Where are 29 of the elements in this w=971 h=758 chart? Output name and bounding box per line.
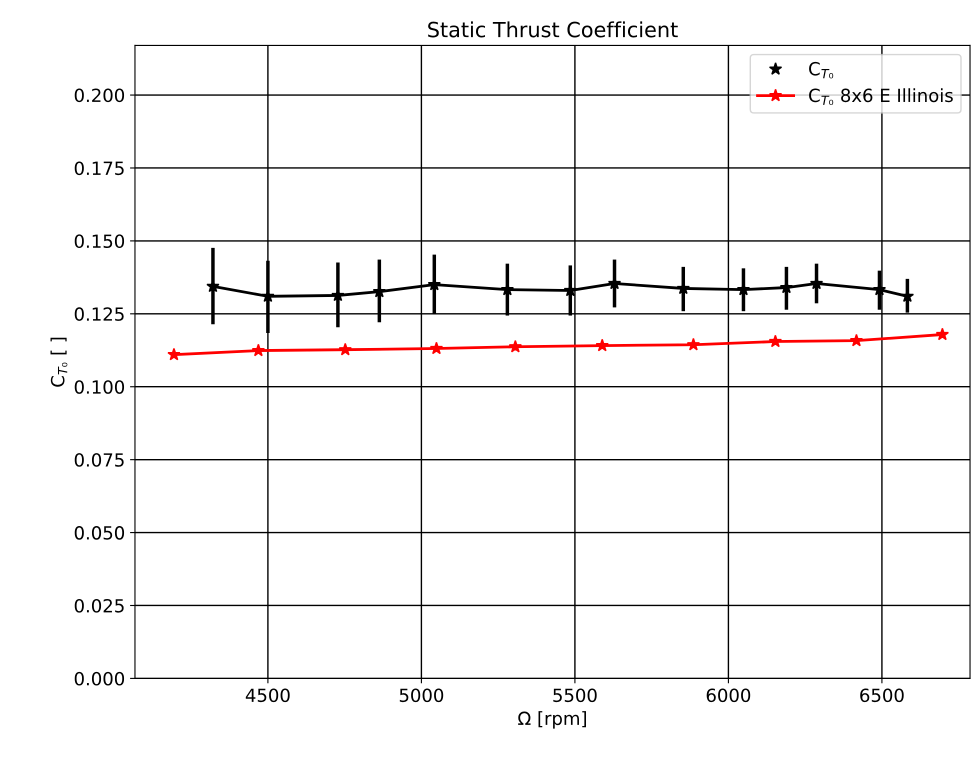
x-tick-label: 4500	[246, 688, 290, 702]
y-tick-label: 0.000	[74, 672, 124, 686]
point	[596, 338, 609, 352]
x-tick-label: 6000	[706, 688, 750, 702]
point	[252, 344, 266, 356]
y-tick-label: 0.075	[74, 453, 124, 467]
point	[167, 348, 181, 360]
x-axis-title: Ω [rpm]	[518, 711, 586, 729]
x-tick-label: 5500	[553, 688, 597, 702]
point	[430, 342, 444, 354]
chart-title: Static Thrust Coefficient	[428, 21, 678, 38]
y-tick-label: 0.050	[74, 526, 124, 540]
legend-label: C$_{T₀}$ 8x6 E Illinois	[809, 88, 953, 106]
point	[850, 334, 864, 346]
y-tick-label: 0.175	[74, 161, 124, 176]
y-tick-label: 0.125	[74, 307, 124, 321]
x-tick-label: 5000	[400, 688, 444, 702]
y-tick-label: 0.150	[74, 234, 124, 248]
point	[686, 338, 700, 350]
legend-label: C$_{T₀}$	[809, 62, 834, 78]
point	[338, 342, 352, 356]
point	[508, 340, 522, 353]
point	[768, 334, 782, 348]
y-tick-label: 0.100	[74, 380, 124, 394]
y-axis-title: C$_{T₀}$ [ ]	[50, 338, 68, 387]
y-tick-label: 0.025	[74, 598, 124, 613]
point	[936, 328, 950, 340]
y-tick-label: 0.200	[74, 88, 124, 102]
x-tick-label: 6500	[860, 688, 904, 702]
